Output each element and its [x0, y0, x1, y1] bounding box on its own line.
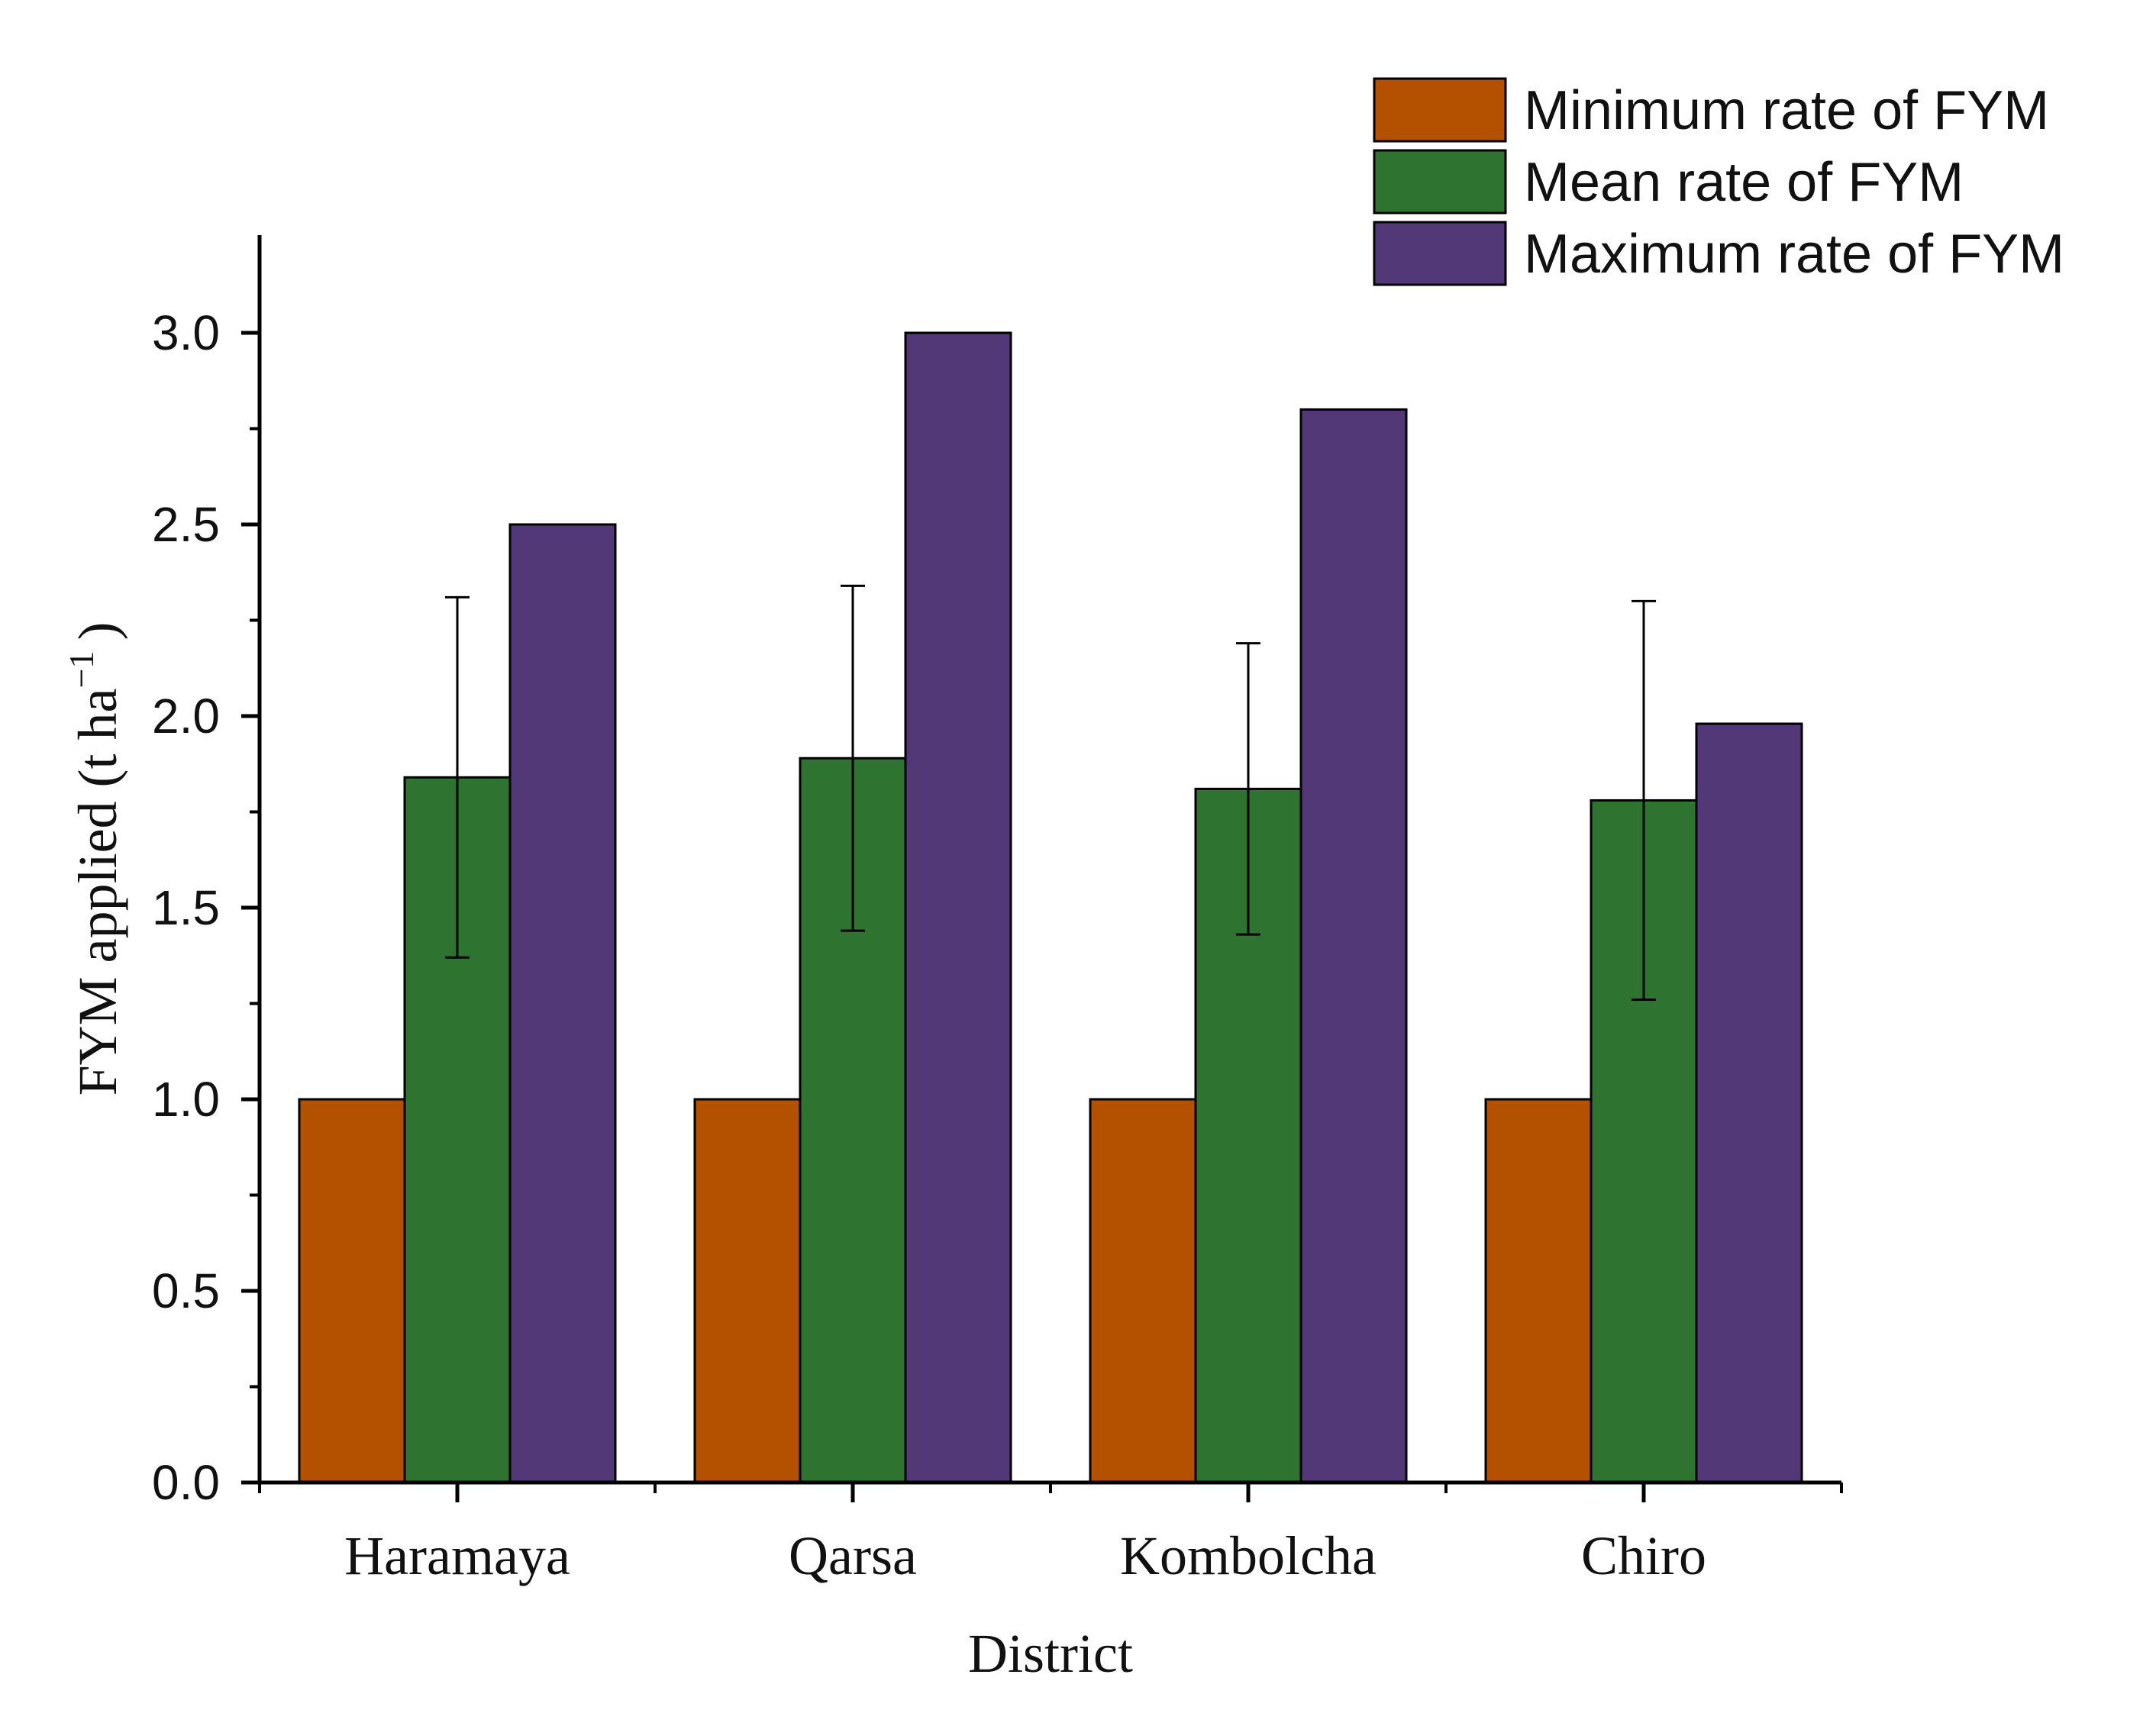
- legend-swatch-maximum: [1373, 221, 1507, 286]
- legend-swatch-mean: [1373, 149, 1507, 215]
- legend-label-mean: Mean rate of FYM: [1524, 152, 1964, 213]
- bar-haramaya-maximum: [508, 523, 617, 1484]
- y-tick-label: 2.5: [152, 497, 220, 552]
- y-axis-title: FYM applied (t ha−1): [62, 622, 128, 1096]
- y-axis-title-close: ): [67, 622, 128, 640]
- y-tick-label: 2.0: [152, 689, 220, 744]
- x-tick-label-kombolcha: Kombolcha: [1120, 1525, 1377, 1586]
- y-tick-label: 3.0: [152, 305, 220, 360]
- x-tick-label-qarsa: Qarsa: [789, 1525, 917, 1586]
- x-tick-label-haramaya: Haramaya: [344, 1525, 570, 1586]
- bar-kombolcha-minimum: [1089, 1098, 1197, 1484]
- bar-qarsa-minimum: [693, 1098, 802, 1484]
- bar-chiro-maximum: [1695, 722, 1803, 1484]
- y-axis-title-superscript: −1: [62, 651, 101, 689]
- x-axis-title: District: [968, 1623, 1133, 1684]
- bar-chiro-minimum: [1484, 1098, 1593, 1484]
- legend-label-maximum: Maximum rate of FYM: [1524, 224, 2064, 285]
- y-tick-label: 0.0: [152, 1455, 220, 1510]
- y-tick-label: 0.5: [152, 1263, 220, 1318]
- legend-label-minimum: Minimum rate of FYM: [1524, 80, 2049, 141]
- x-tick-label-chiro: Chiro: [1581, 1525, 1706, 1586]
- legend-swatch-minimum: [1373, 77, 1507, 143]
- y-tick-label: 1.0: [152, 1072, 220, 1127]
- bar-haramaya-minimum: [298, 1098, 406, 1484]
- bar-qarsa-maximum: [904, 331, 1012, 1484]
- bar-kombolcha-maximum: [1299, 408, 1408, 1484]
- y-tick-label: 1.5: [152, 880, 220, 935]
- y-axis-title-main: FYM applied (t ha: [67, 689, 128, 1096]
